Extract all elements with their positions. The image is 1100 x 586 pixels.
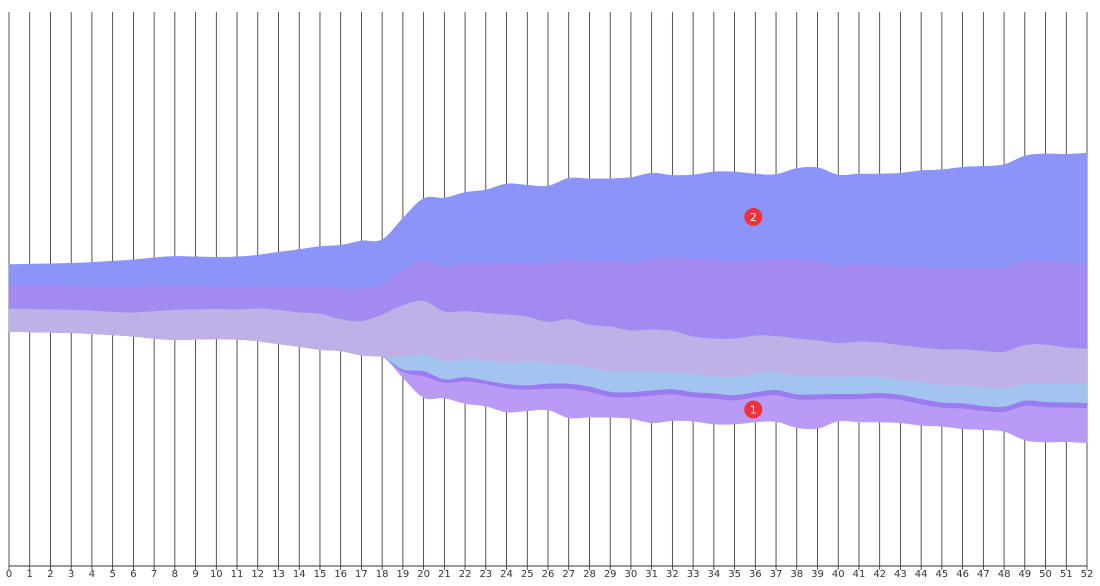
x-tick-label-34: 34 — [707, 569, 720, 580]
x-tick-label-8: 8 — [172, 569, 178, 580]
annotation-marker-label: 1 — [750, 404, 757, 417]
x-tick-label-16: 16 — [334, 569, 347, 580]
x-tick-label-19: 19 — [397, 569, 410, 580]
x-tick-label-6: 6 — [130, 569, 136, 580]
x-tick-label-33: 33 — [687, 569, 700, 580]
x-tick-label-41: 41 — [853, 569, 866, 580]
x-tick-label-14: 14 — [293, 569, 306, 580]
x-tick-label-43: 43 — [894, 569, 907, 580]
stream-layer-6 — [8, 152, 1088, 289]
x-tick-label-36: 36 — [749, 569, 762, 580]
x-tick-label-27: 27 — [562, 569, 575, 580]
x-tick-label-0: 0 — [6, 569, 12, 580]
stream-layers — [8, 152, 1088, 444]
x-tick-label-51: 51 — [1060, 569, 1073, 580]
x-tick-label-13: 13 — [272, 569, 285, 580]
x-tick-label-26: 26 — [542, 569, 555, 580]
x-tick-label-28: 28 — [583, 569, 596, 580]
x-tick-label-48: 48 — [998, 569, 1011, 580]
x-tick-label-5: 5 — [109, 569, 115, 580]
x-tick-label-1: 1 — [27, 569, 33, 580]
x-tick-label-35: 35 — [728, 569, 741, 580]
x-tick-label-21: 21 — [438, 569, 451, 580]
x-tick-label-42: 42 — [873, 569, 886, 580]
x-tick-label-11: 11 — [231, 569, 244, 580]
x-tick-label-45: 45 — [936, 569, 949, 580]
x-tick-label-23: 23 — [479, 569, 492, 580]
x-tick-label-32: 32 — [666, 569, 679, 580]
annotation-marker-label: 2 — [750, 211, 757, 224]
x-tick-label-29: 29 — [604, 569, 617, 580]
x-tick-label-31: 31 — [645, 569, 658, 580]
annotation-marker-2[interactable]: 2 — [744, 207, 763, 226]
x-tick-label-47: 47 — [977, 569, 990, 580]
x-tick-label-12: 12 — [251, 569, 264, 580]
x-tick-label-37: 37 — [770, 569, 783, 580]
x-tick-label-44: 44 — [915, 569, 928, 580]
x-tick-label-24: 24 — [500, 569, 513, 580]
annotation-marker-1[interactable]: 1 — [744, 400, 763, 419]
x-tick-label-39: 39 — [811, 569, 824, 580]
x-tick-label-38: 38 — [790, 569, 803, 580]
x-tick-label-4: 4 — [89, 569, 95, 580]
x-tick-label-46: 46 — [956, 569, 969, 580]
x-tick-label-22: 22 — [459, 569, 472, 580]
x-tick-label-18: 18 — [376, 569, 389, 580]
annotation-markers: 12 — [744, 207, 763, 419]
x-tick-label-50: 50 — [1039, 569, 1052, 580]
x-tick-label-30: 30 — [625, 569, 638, 580]
x-tick-label-15: 15 — [314, 569, 327, 580]
x-tick-label-3: 3 — [68, 569, 74, 580]
x-tick-label-52: 52 — [1081, 569, 1094, 580]
x-tick-label-9: 9 — [192, 569, 198, 580]
x-tick-label-20: 20 — [417, 569, 430, 580]
annotation-marker-circle — [744, 207, 763, 226]
x-tick-label-25: 25 — [521, 569, 534, 580]
x-tick-label-10: 10 — [210, 569, 223, 580]
x-tick-label-7: 7 — [151, 569, 157, 580]
x-tick-label-40: 40 — [832, 569, 845, 580]
x-axis: 0 1 2 3 4 5 6 7 8 9 10 11 12 13 14 15 16 17 18 19 20 21 22 23 24… — [6, 565, 1094, 580]
x-tick-label-49: 49 — [1018, 569, 1031, 580]
annotation-marker-circle — [744, 400, 763, 419]
x-tick-label-17: 17 — [355, 569, 368, 580]
x-tick-label-2: 2 — [47, 569, 53, 580]
